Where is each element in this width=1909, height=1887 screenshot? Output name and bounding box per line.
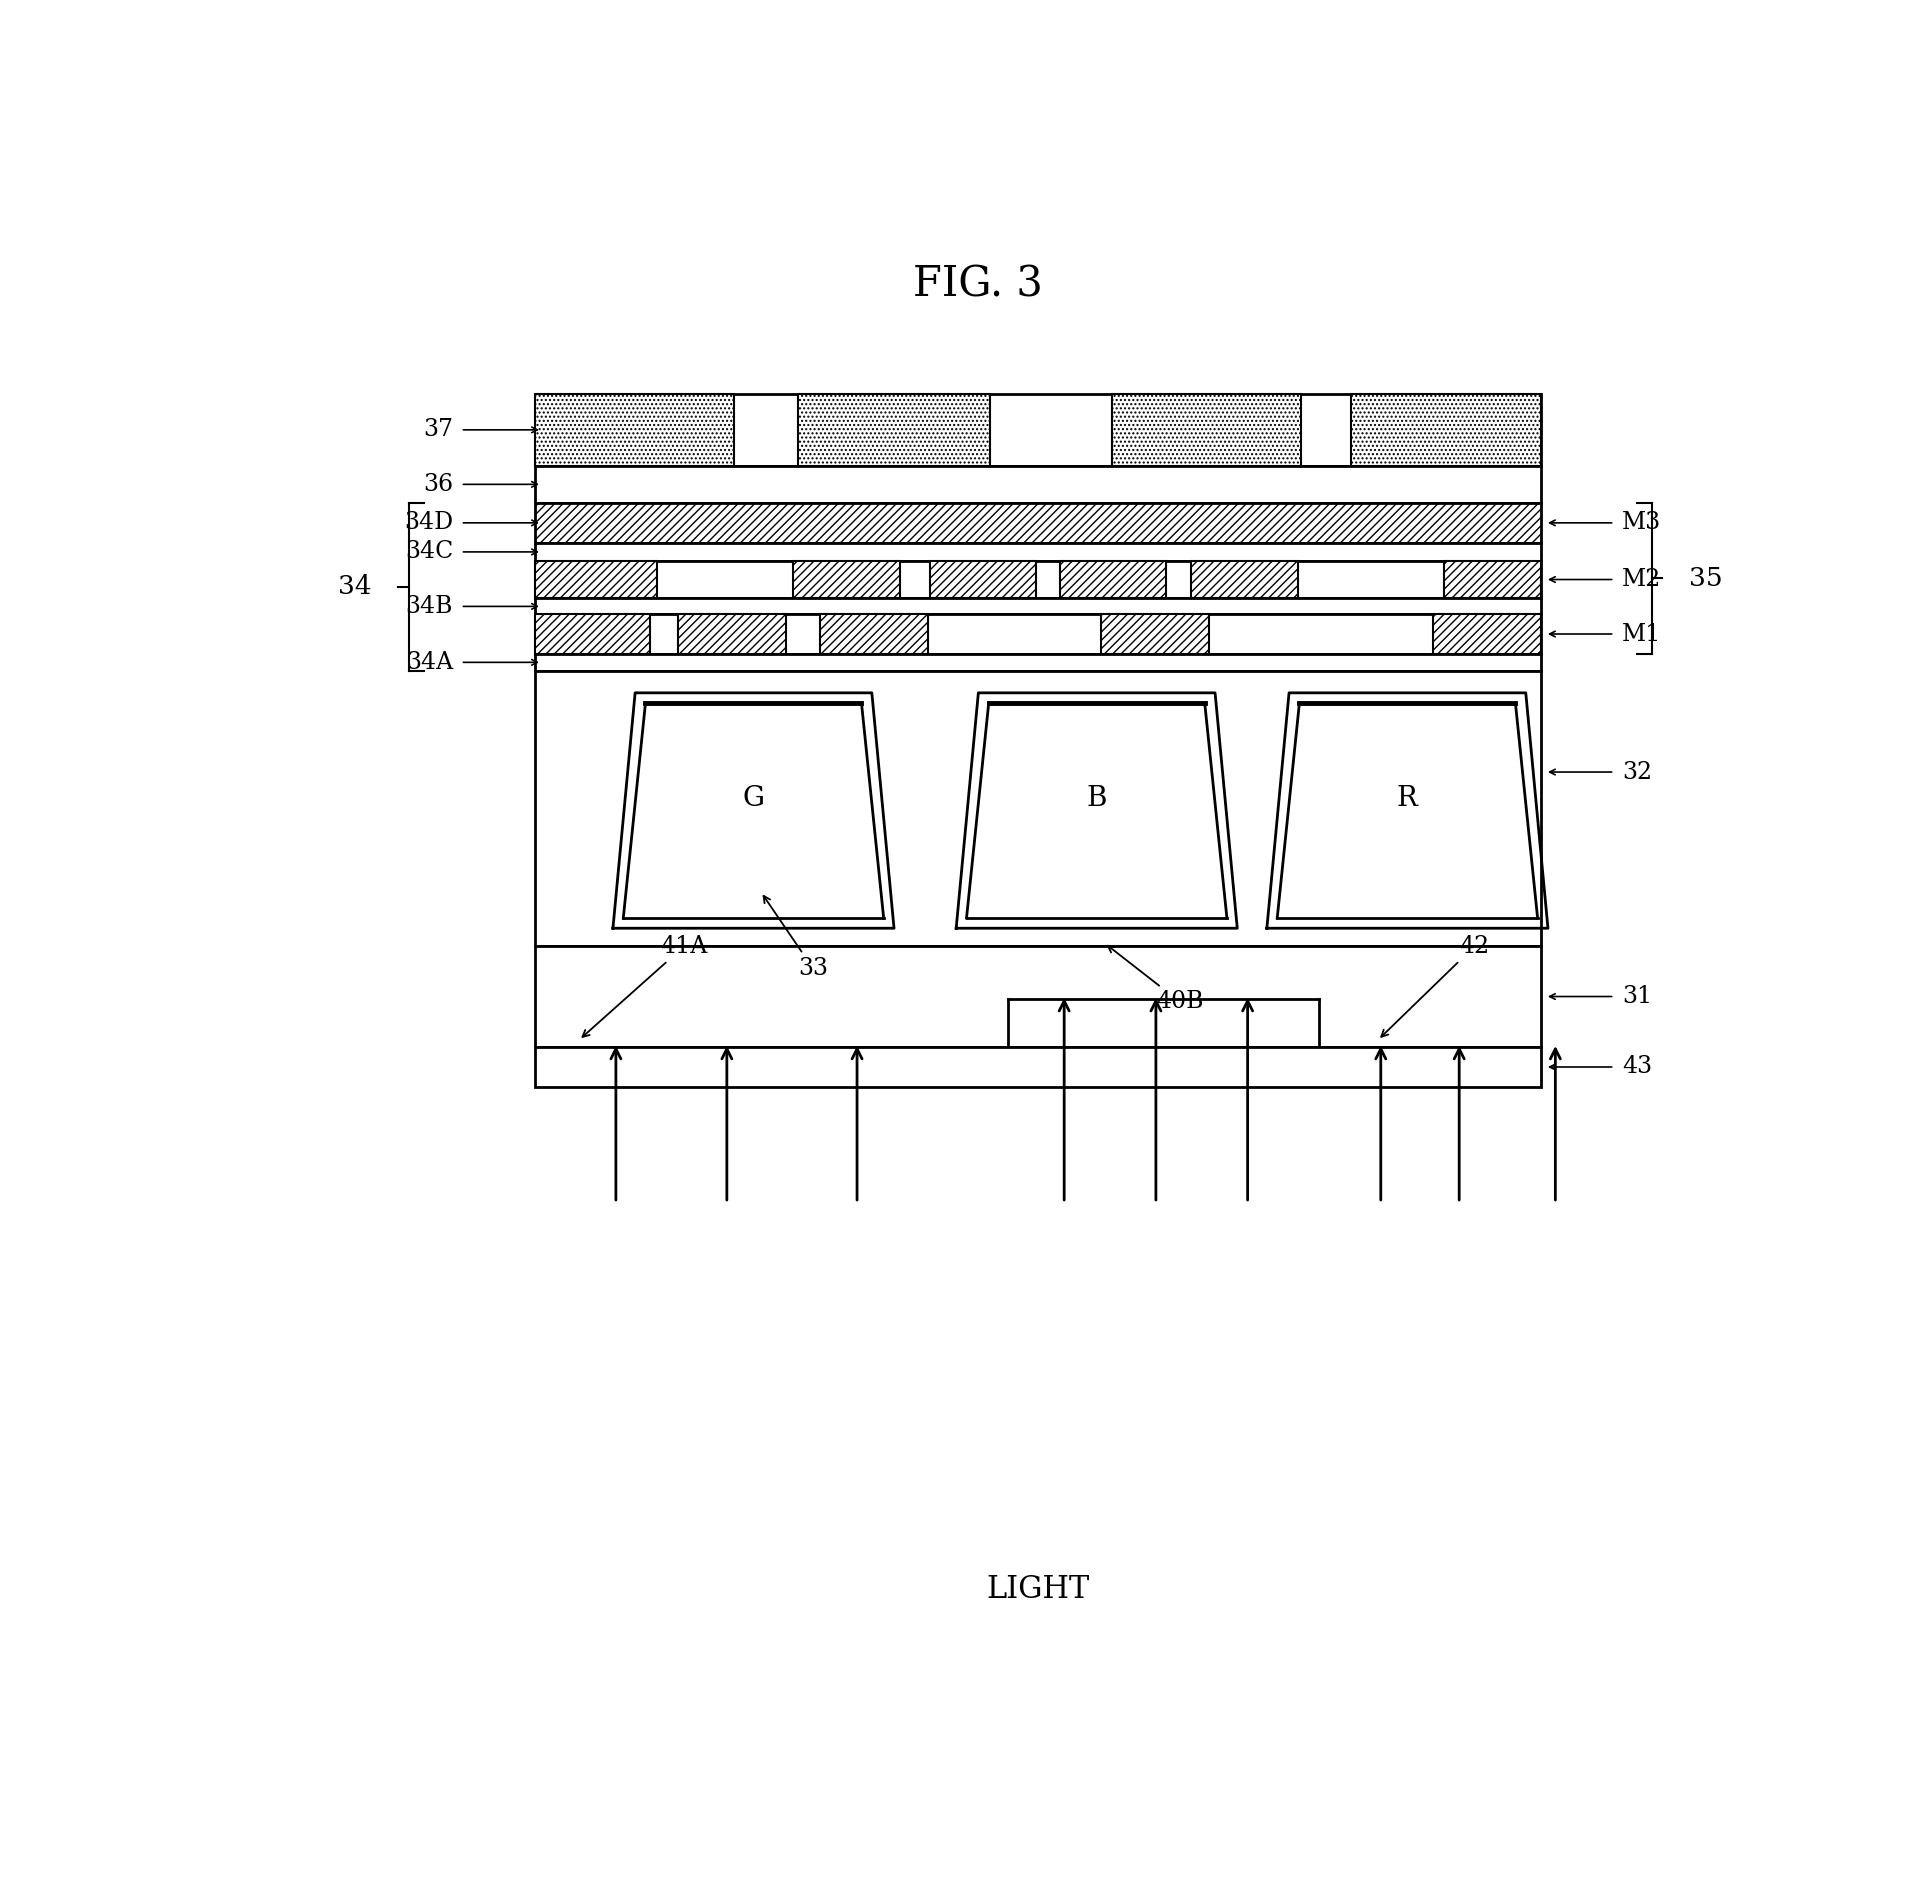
Text: 34: 34 [338,574,372,600]
Bar [798,394,991,466]
Text: 43: 43 [1623,1055,1651,1079]
Bar [821,615,928,653]
Text: FIG. 3: FIG. 3 [913,264,1044,306]
Text: 34D: 34D [405,511,452,534]
Text: G: G [743,785,764,813]
Bar [1101,615,1208,653]
Bar [535,394,1541,466]
Bar [1432,615,1541,653]
Bar [535,560,1541,598]
Bar [1445,560,1541,598]
Text: LIGHT: LIGHT [985,1574,1090,1604]
Bar [535,502,1541,543]
Bar [794,560,899,598]
Bar [1059,560,1166,598]
Text: 33: 33 [764,896,829,979]
Text: 40B: 40B [1107,945,1203,1013]
Bar [535,615,649,653]
Text: B: B [1086,785,1107,813]
Text: 37: 37 [424,419,452,442]
Text: 31: 31 [1623,985,1651,1008]
Bar [1111,394,1300,466]
Text: 34C: 34C [405,540,452,564]
Bar [1191,560,1298,598]
Bar [678,615,787,653]
Bar [535,653,1541,672]
Bar [1352,394,1541,466]
Text: 34A: 34A [407,651,452,674]
Text: 32: 32 [1623,760,1651,783]
Text: M2: M2 [1623,568,1661,591]
Bar [535,1047,1541,1087]
Text: 42: 42 [1382,934,1489,1036]
Text: M1: M1 [1623,623,1661,645]
Text: 34B: 34B [405,594,452,617]
Text: 41A: 41A [582,934,708,1038]
Bar [535,543,1541,560]
Bar [930,560,1037,598]
Bar [535,394,735,466]
Text: 36: 36 [424,474,452,496]
Bar [535,672,1541,945]
Text: R: R [1397,785,1418,813]
Bar [535,560,657,598]
Text: M3: M3 [1623,511,1661,534]
Bar [535,615,1541,653]
Bar [535,945,1541,1047]
Bar [535,598,1541,615]
Text: 35: 35 [1689,566,1722,591]
Bar [535,466,1541,502]
